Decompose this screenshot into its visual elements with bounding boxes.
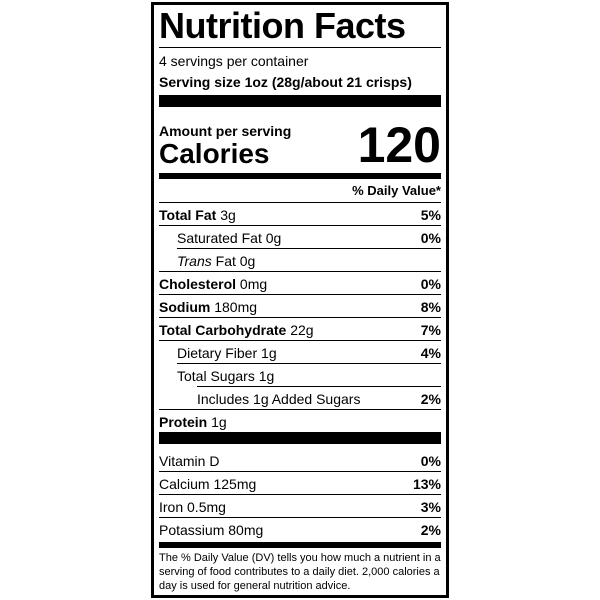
- daily-value: 13%: [412, 476, 441, 492]
- rule: [159, 517, 441, 518]
- nutrient-row: Trans Fat 0g: [159, 250, 441, 272]
- title: Nutrition Facts: [159, 5, 406, 46]
- vitamin-name: Potassium 80mg: [159, 522, 264, 538]
- daily-value: 3%: [420, 499, 441, 515]
- nutrient-name: Dietary Fiber: [177, 345, 258, 361]
- nutrient-name: Protein: [159, 414, 208, 430]
- daily-value: 8%: [420, 299, 441, 315]
- nutrient-amount: 180mg: [214, 299, 258, 315]
- nutrient-amount: 3g: [220, 207, 236, 223]
- nutrient-amount: 1g: [258, 368, 275, 384]
- nutrient-row: Dietary Fiber 1g 4%: [159, 342, 441, 364]
- nutrient-row: Includes 1g Added Sugars 2%: [159, 388, 441, 410]
- rule: [177, 363, 441, 364]
- rule: [159, 471, 441, 472]
- rule: [159, 317, 441, 318]
- daily-value: 2%: [420, 522, 441, 538]
- vitamin-row: Potassium 80mg 2%: [159, 519, 441, 541]
- nutrient-name: Saturated Fat: [177, 230, 262, 246]
- daily-value: 4%: [420, 345, 441, 361]
- nutrient-name: Cholesterol: [159, 276, 237, 292]
- nutrient-row: Total Sugars 1g: [159, 365, 441, 387]
- rule: [197, 386, 441, 387]
- daily-value: 2%: [420, 391, 441, 407]
- daily-value: 0%: [420, 230, 441, 246]
- thick-bar: [159, 432, 441, 444]
- rule: [177, 248, 441, 249]
- nutrient-amount: 1g: [261, 345, 277, 361]
- nutrient-row: Total Carbohydrate 22g 7%: [159, 319, 441, 341]
- amount-per-serving: Amount per serving: [159, 123, 292, 139]
- rule: [159, 225, 441, 226]
- serving-size: Serving size 1oz (28g/about 21 crisps): [159, 74, 412, 90]
- medium-bar: [159, 173, 441, 179]
- nutrient-amount: 1g: [211, 414, 227, 430]
- nutrient-amount: 22g: [290, 322, 314, 338]
- nutrient-row: Total Fat 3g 5%: [159, 204, 441, 226]
- dv-header: % Daily Value*: [352, 183, 441, 198]
- nutrient-name: Total Carbohydrate: [159, 322, 287, 338]
- rule: [159, 494, 441, 495]
- nutrient-amount: 0g: [265, 230, 282, 246]
- nutrition-label: Nutrition Facts 4 servings per container…: [151, 2, 449, 598]
- daily-value: 7%: [420, 322, 441, 338]
- calories-value: 120: [357, 117, 441, 173]
- vitamin-name: Vitamin D: [159, 453, 220, 469]
- daily-value: 0%: [420, 276, 441, 292]
- nutrient-name: Includes 1g Added Sugars: [197, 391, 361, 407]
- nutrient-row: Saturated Fat 0g 0%: [159, 227, 441, 249]
- rule: [159, 202, 441, 203]
- nutrient-name: Total Fat: [159, 207, 217, 223]
- rule: [159, 47, 441, 48]
- rule: [159, 271, 441, 272]
- calories-label: Calories: [159, 138, 270, 169]
- vitamin-row: Calcium 125mg 13%: [159, 473, 441, 495]
- nutrient-amount: Fat 0g: [215, 253, 256, 269]
- rule: [159, 294, 441, 295]
- nutrient-row: Cholesterol 0mg 0%: [159, 273, 441, 295]
- nutrient-row: Protein 1g: [159, 411, 441, 433]
- vitamin-row: Vitamin D 0%: [159, 450, 441, 472]
- nutrient-name: Sodium: [159, 299, 211, 315]
- nutrient-row: Sodium 180mg 8%: [159, 296, 441, 318]
- nutrient-amount: 0mg: [239, 276, 268, 292]
- vitamin-name: Calcium 125mg: [159, 476, 257, 492]
- medium-bar: [159, 542, 441, 548]
- rule: [159, 340, 441, 341]
- rule: [159, 409, 441, 410]
- thick-bar: [159, 95, 441, 107]
- vitamin-name: Iron 0.5mg: [159, 499, 226, 515]
- daily-value: 0%: [420, 453, 441, 469]
- nutrient-name: Total Sugars: [177, 368, 255, 384]
- servings: 4 servings per container: [159, 53, 309, 69]
- nutrient-name: Trans: [177, 253, 212, 269]
- footnote: The % Daily Value (DV) tells you how muc…: [159, 552, 441, 592]
- daily-value: 5%: [420, 207, 441, 223]
- vitamin-row: Iron 0.5mg 3%: [159, 496, 441, 518]
